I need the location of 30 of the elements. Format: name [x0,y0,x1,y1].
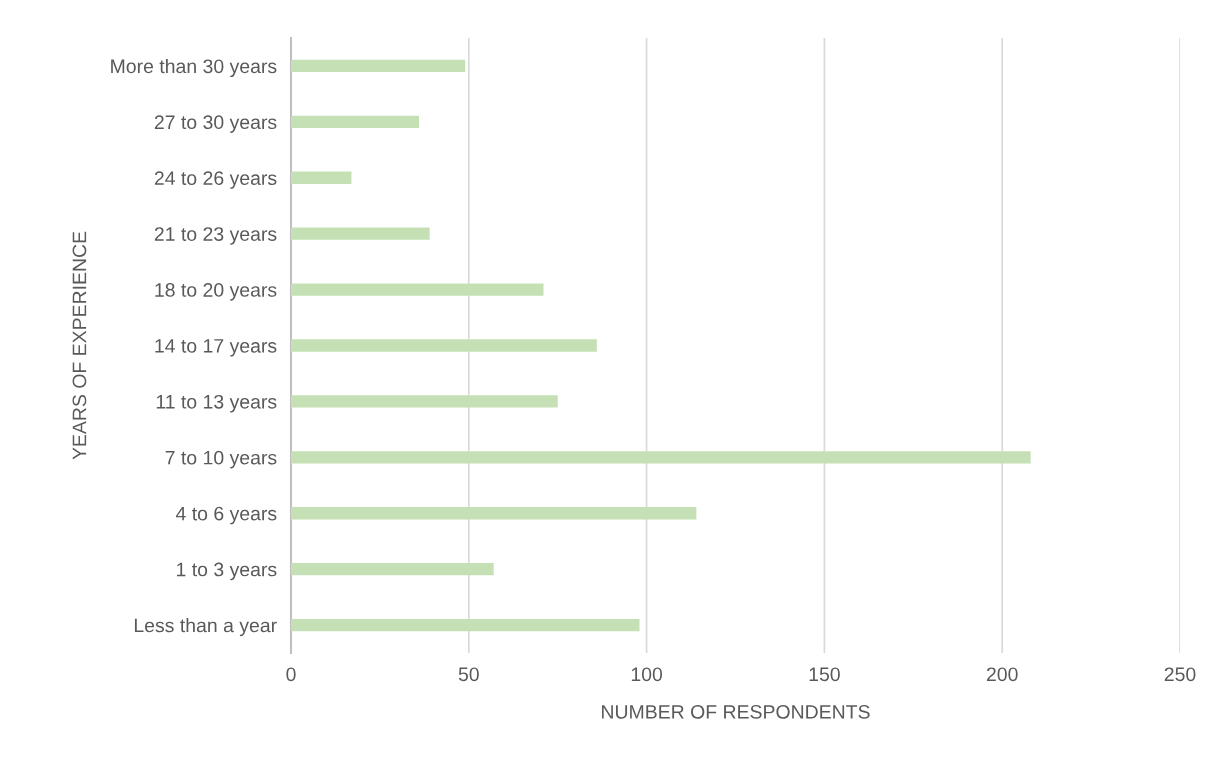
bar [291,507,697,520]
y-tick-label: 18 to 20 years [155,283,277,301]
bar [291,451,1031,464]
bar [291,115,420,129]
x-tick-label: 250 [1164,667,1196,682]
bar [291,618,640,632]
bar [291,339,597,352]
x-tick-label: 150 [809,667,840,682]
bar [291,395,558,408]
x-tick-label: 100 [631,667,663,682]
bar [291,562,494,576]
y-tick-label: 11 to 13 years [156,394,277,413]
y-tick-label: 27 to 30 years [154,115,277,133]
y-tick-label: 14 to 17 years [155,339,277,357]
x-tick-label: 50 [458,667,479,682]
bar [291,227,430,240]
y-tick-label: 1 to 3 years [177,562,277,581]
y-tick-label: More than 30 years [111,58,277,78]
x-axis-title: NUMBER OF RESPONDENTS [602,704,870,719]
y-tick-label: 24 to 26 years [154,171,277,189]
bar [291,59,466,73]
bar [291,283,544,296]
y-tick-label: 7 to 10 years [165,450,277,469]
x-tick-label: 200 [986,667,1018,682]
y-tick-label: 21 to 23 years [154,227,277,245]
bar [291,171,352,184]
y-tick-label: 4 to 6 years [175,506,277,525]
y-axis-title: YEARS OF EXPERIENCE [72,231,87,460]
y-tick-label: Less than a year [134,618,277,637]
x-tick-label: 0 [286,667,296,682]
